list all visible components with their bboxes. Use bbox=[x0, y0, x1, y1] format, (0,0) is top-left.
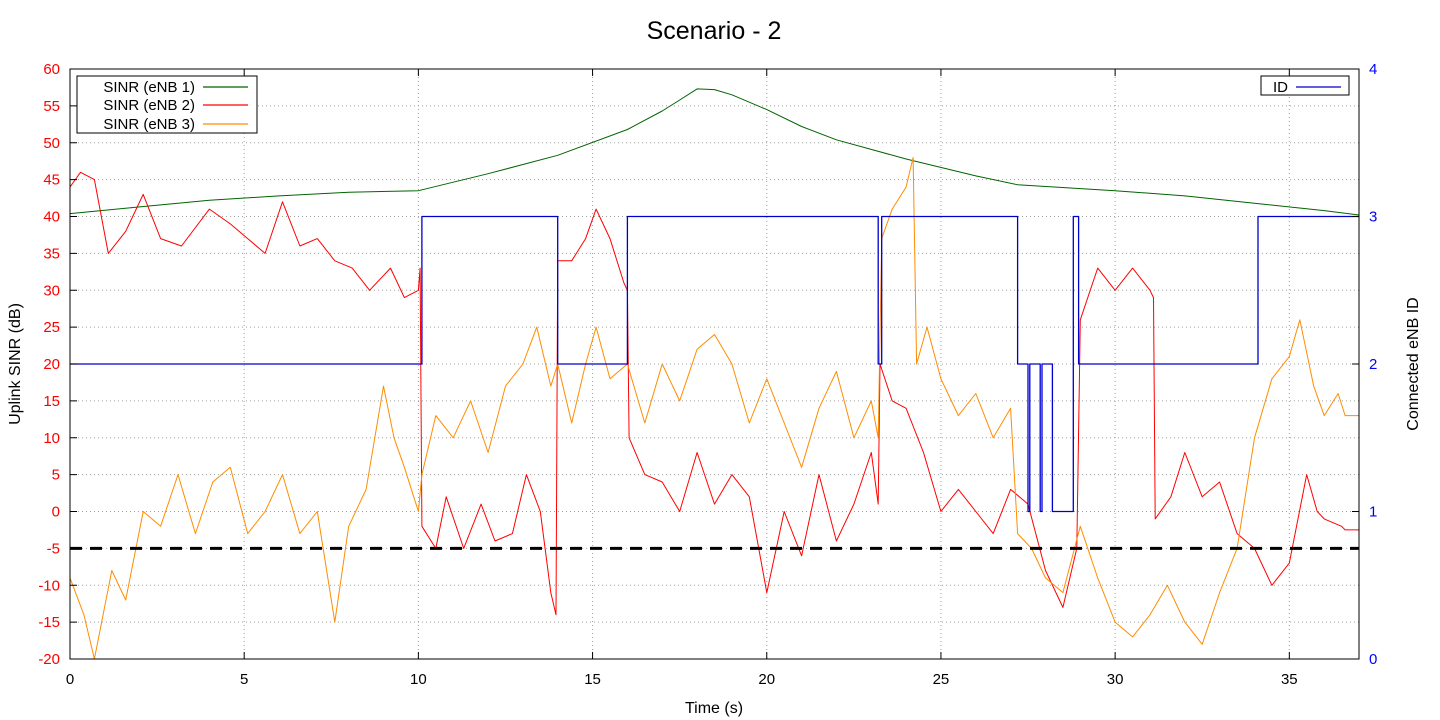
y-tick-label: 5 bbox=[52, 467, 60, 484]
legend-right: ID bbox=[1260, 75, 1350, 96]
y-tick-label: 35 bbox=[43, 245, 60, 262]
x-tick-label: 5 bbox=[240, 671, 248, 688]
y-ticks: -20 -15 -10 -5 0 5 10 15 20 25 30 35 40 45 50 55 60 bbox=[38, 61, 77, 668]
series-line-id bbox=[70, 215, 1359, 513]
legend-label-id: ID bbox=[1273, 79, 1288, 96]
y-tick-label: 10 bbox=[43, 430, 60, 447]
legend-label-enb3: SINR (eNB 3) bbox=[103, 116, 195, 133]
series-line-enb3 bbox=[69, 157, 1359, 660]
chart-title: Scenario - 2 bbox=[647, 17, 782, 45]
y-tick-label: 30 bbox=[43, 282, 60, 299]
y-tick-label: 50 bbox=[43, 135, 60, 152]
y-tick-label: 25 bbox=[43, 319, 60, 336]
x-tick-label: 35 bbox=[1281, 671, 1298, 688]
y-tick-label: 40 bbox=[43, 209, 60, 226]
y2-tick-label: 2 bbox=[1369, 356, 1377, 373]
y2-tick-label: 0 bbox=[1369, 651, 1377, 668]
y-tick-label: 60 bbox=[43, 61, 60, 78]
x-axis-label: Time (s) bbox=[685, 700, 743, 717]
y2-tick-label: 3 bbox=[1369, 209, 1377, 226]
legend-label-enb1: SINR (eNB 1) bbox=[103, 79, 195, 96]
legend-left: SINR (eNB 1) SINR (eNB 2) SINR (eNB 3) bbox=[76, 75, 258, 134]
y-tick-label: -5 bbox=[47, 540, 60, 557]
x-tick-label: 0 bbox=[66, 671, 74, 688]
y-tick-label: -20 bbox=[38, 651, 60, 668]
legend-right-box bbox=[1260, 75, 1350, 96]
y-tick-label: 15 bbox=[43, 393, 60, 410]
x-ticks: 0 5 10 15 20 25 30 35 bbox=[66, 69, 1298, 688]
y-tick-label: -15 bbox=[38, 614, 60, 631]
x-tick-label: 30 bbox=[1107, 671, 1124, 688]
y-tick-label: 0 bbox=[52, 504, 60, 521]
x-tick-label: 15 bbox=[584, 671, 601, 688]
series-line-enb2 bbox=[69, 171, 1359, 616]
x-tick-label: 10 bbox=[410, 671, 427, 688]
y-tick-label: -10 bbox=[38, 577, 60, 594]
legend-label-enb2: SINR (eNB 2) bbox=[103, 97, 195, 114]
x-tick-label: 25 bbox=[933, 671, 950, 688]
y2-ticks: 0 1 2 3 4 bbox=[1352, 61, 1377, 668]
series-line-enb1 bbox=[69, 88, 1360, 216]
y-axis-label: Uplink SINR (dB) bbox=[7, 303, 24, 425]
y-tick-label: 45 bbox=[43, 172, 60, 189]
x-tick-label: 20 bbox=[758, 671, 775, 688]
y2-tick-label: 4 bbox=[1369, 61, 1377, 78]
series-group bbox=[69, 88, 1360, 660]
y2-tick-label: 1 bbox=[1369, 504, 1377, 521]
y2-axis-label: Connected eNB ID bbox=[1405, 297, 1422, 430]
y-tick-label: 20 bbox=[43, 356, 60, 373]
y-tick-label: 55 bbox=[43, 98, 60, 115]
